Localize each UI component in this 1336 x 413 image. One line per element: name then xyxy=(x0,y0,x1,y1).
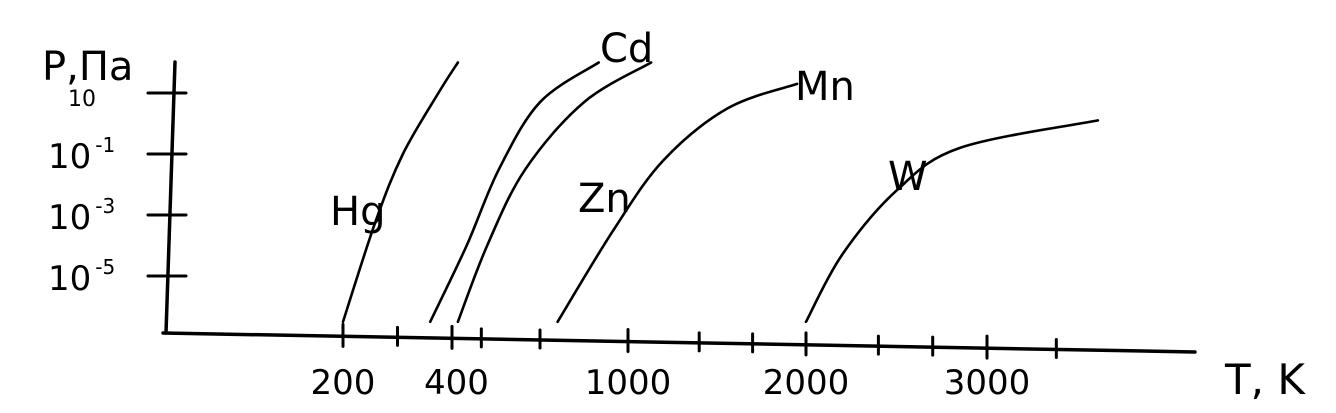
curve-zn xyxy=(456,61,653,324)
curve-w xyxy=(804,119,1100,324)
y-axis-line xyxy=(164,60,177,335)
y-tick-label: 10 -5 xyxy=(48,255,115,299)
y-ticks: 10-1 10-3 10-5 xyxy=(48,91,188,299)
curve-cd xyxy=(428,61,600,324)
x-tick-label: 3000 xyxy=(944,363,1031,403)
series-labels: Hg Cd Zn Mn W xyxy=(330,26,928,235)
x-axis-line xyxy=(161,331,1197,354)
curves xyxy=(341,61,1100,324)
series-label-zn: Zn xyxy=(578,176,631,222)
y-axis-label: P,Па 10 xyxy=(42,44,133,112)
x-tick-label: 200 xyxy=(311,363,376,403)
series-label-mn: Mn xyxy=(795,64,855,110)
x-axis-label: T, K xyxy=(1224,355,1306,404)
x-tick-label: 400 xyxy=(424,363,489,403)
y-tick-label: 10 -1 xyxy=(48,133,115,177)
series-label-cd: Cd xyxy=(600,26,653,72)
x-ticks: 200 400 1000 2000 3000 xyxy=(311,322,1058,403)
y-tick-label: 10 -3 xyxy=(48,194,115,238)
series-label-hg: Hg xyxy=(330,189,385,235)
y-axis-label-sub: 10 xyxy=(68,87,96,112)
curve-mn xyxy=(556,82,799,324)
x-tick-label: 1000 xyxy=(585,363,672,403)
curve-hg xyxy=(341,61,460,324)
y-axis-label-main: P,Па xyxy=(42,44,133,90)
x-tick-label: 2000 xyxy=(763,363,850,403)
axes xyxy=(161,60,1197,354)
series-label-w: W xyxy=(888,154,928,200)
